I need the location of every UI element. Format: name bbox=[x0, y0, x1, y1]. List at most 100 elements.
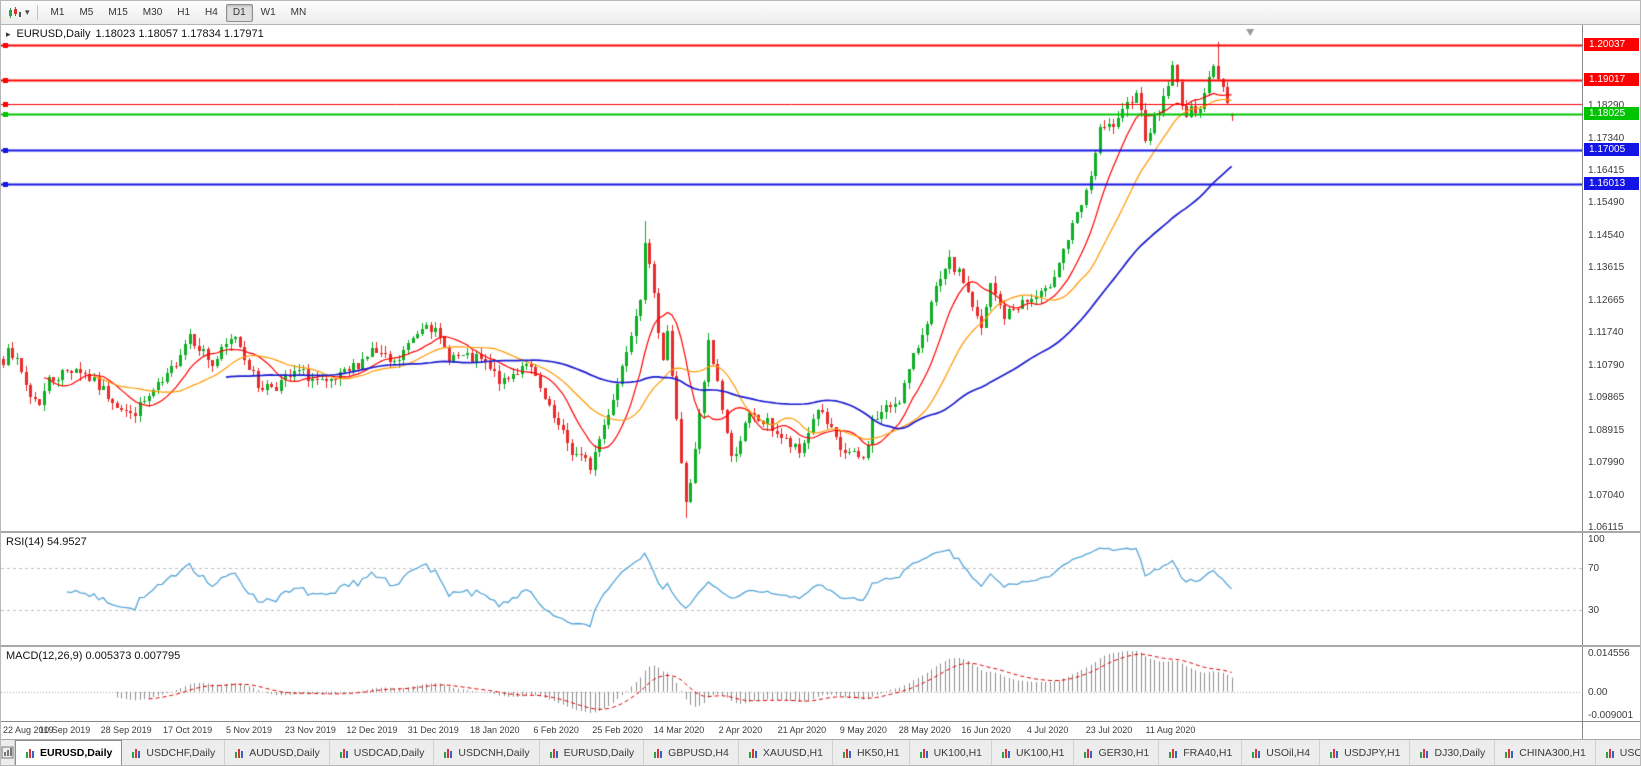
time-axis-label: 28 May 2020 bbox=[898, 725, 951, 735]
one-click-trading-toggle-icon[interactable]: ▸ bbox=[6, 28, 11, 39]
chart-list-icon[interactable] bbox=[1, 740, 15, 765]
main-chart-panel: ▸ EURUSD,Daily 1.18023 1.18057 1.17834 1… bbox=[1, 25, 1640, 531]
tab-chart-icon bbox=[25, 748, 35, 758]
chart-tab-gbpusd-h4[interactable]: GBPUSD,H4 bbox=[644, 740, 739, 765]
tab-chart-icon bbox=[1251, 747, 1262, 758]
tab-label: EURUSD,Daily bbox=[563, 746, 635, 759]
rsi-canvas[interactable] bbox=[1, 533, 1582, 645]
time-axis-label: 9 May 2020 bbox=[839, 725, 887, 735]
time-axis[interactable]: 22 Aug 2019 10 Sep 2019 28 Sep 2019 17 Oct … bbox=[1, 721, 1640, 739]
timeframe-buttons: M1 M5 M15 M30 H1 H4 D1 W1 MN bbox=[44, 3, 314, 22]
tab-chart-icon bbox=[653, 747, 664, 758]
timeframe-button-m30[interactable]: M30 bbox=[142, 6, 163, 18]
tab-label: EURUSD,Daily bbox=[40, 747, 113, 759]
time-axis-label: 18 Jan 2020 bbox=[469, 725, 520, 735]
chart-tab-usdcad-daily[interactable]: USDCAD,Daily bbox=[330, 740, 435, 765]
macd-axis-label: 0.00 bbox=[1588, 686, 1608, 698]
chart-tab-usoil-h4[interactable]: USOil,H4 bbox=[1242, 740, 1321, 765]
rsi-axis[interactable]: 100 70 30 bbox=[1582, 533, 1640, 645]
time-axis-label: 25 Feb 2020 bbox=[592, 725, 643, 735]
chart-tabs: EURUSD,Daily USDCHF,Daily AUDUSD,Daily USDC… bbox=[15, 740, 1640, 765]
chart-type-icon[interactable] bbox=[6, 4, 24, 22]
price-axis-label: 1.13615 bbox=[1588, 262, 1625, 274]
tab-label: UK100,H1 bbox=[1016, 746, 1065, 759]
macd-axis[interactable]: 0.014556 0.00 -0.009001 bbox=[1582, 647, 1640, 721]
chart-tab-usdjpy-h1[interactable]: USDJPY,H1 bbox=[1320, 740, 1411, 765]
chart-tab-china300-h1[interactable]: CHINA300,H1 bbox=[1495, 740, 1596, 765]
time-axis-label: 5 Nov 2019 bbox=[225, 725, 273, 735]
tab-chart-icon bbox=[1083, 747, 1094, 758]
macd-label: MACD(12,26,9) 0.005373 0.007795 bbox=[6, 650, 181, 662]
time-axis-label: 6 Feb 2020 bbox=[533, 725, 579, 735]
chart-tab-usdchf-daily[interactable]: USDCHF,Daily bbox=[122, 740, 226, 765]
toolbar-dropdown-caret-icon[interactable]: ▾ bbox=[25, 7, 30, 17]
tab-chart-icon bbox=[841, 747, 852, 758]
tab-chart-icon bbox=[131, 747, 142, 758]
price-level-badge: 1.18025 bbox=[1584, 107, 1639, 121]
chart-tab-hk50-h1[interactable]: HK50,H1 bbox=[833, 740, 910, 765]
tab-label: UK100,H1 bbox=[933, 746, 983, 759]
chart-tab-fra40-h1[interactable]: FRA40,H1 bbox=[1159, 740, 1243, 765]
tab-label: USDCNH,Daily bbox=[458, 746, 530, 759]
chart-symbol-label: EURUSD,Daily bbox=[16, 28, 91, 40]
tab-label: USDJPY,H1 bbox=[1344, 746, 1401, 759]
macd-axis-label: 0.014556 bbox=[1588, 648, 1630, 659]
time-axis-corner bbox=[1582, 722, 1640, 739]
tab-label: USOil,H1 bbox=[1619, 746, 1640, 759]
timeframe-button-m1[interactable]: M1 bbox=[50, 6, 65, 18]
tab-label: USOil,H4 bbox=[1266, 746, 1311, 759]
timeframe-button-h1[interactable]: H1 bbox=[177, 6, 191, 18]
price-axis-label: 1.12665 bbox=[1588, 295, 1625, 306]
price-level-badge: 1.16013 bbox=[1584, 176, 1639, 190]
tab-label: AUDUSD,Daily bbox=[249, 746, 320, 759]
macd-axis-label: -0.009001 bbox=[1588, 710, 1634, 721]
chart-tab-eurusd-daily[interactable]: EURUSD,Daily bbox=[15, 740, 123, 765]
rsi-axis-label: 30 bbox=[1588, 604, 1600, 616]
timeframe-button-d1[interactable]: D1 bbox=[225, 3, 253, 22]
toolbar: ▾ M1 M5 M15 M30 H1 H4 D1 W1 MN bbox=[1, 1, 1640, 25]
rsi-axis-label: 70 bbox=[1588, 563, 1600, 575]
tab-chart-icon bbox=[1329, 747, 1340, 758]
macd-canvas[interactable] bbox=[1, 647, 1582, 721]
timeframe-button-h4[interactable]: H4 bbox=[205, 6, 218, 18]
tab-chart-icon bbox=[548, 747, 559, 758]
time-axis-label: 22 Aug 2019 bbox=[3, 725, 54, 735]
price-level-badge: 1.19017 bbox=[1584, 72, 1639, 86]
chart-tab-usoil-h1[interactable]: USOil,H1 bbox=[1596, 740, 1640, 765]
chart-tab-uk100-h1[interactable]: UK100,H1 bbox=[992, 740, 1075, 765]
time-axis-label: 11 Aug 2020 bbox=[1145, 725, 1196, 735]
timeframe-button-w1[interactable]: W1 bbox=[260, 6, 276, 18]
tab-chart-icon bbox=[747, 747, 758, 758]
macd-panel: MACD(12,26,9) 0.005373 0.007795 0.014556… bbox=[1, 645, 1640, 721]
tab-chart-icon bbox=[443, 747, 454, 758]
timeframe-button-m15[interactable]: M15 bbox=[108, 6, 128, 18]
price-axis[interactable]: 1.18290 1.17340 1.16415 1.15490 1.14540 1.136… bbox=[1582, 25, 1640, 531]
time-axis-label: 17 Oct 2019 bbox=[163, 725, 213, 735]
timeframe-button-m5[interactable]: M5 bbox=[79, 6, 94, 18]
chart-list-glyph bbox=[1, 746, 14, 759]
timeframe-button-mn[interactable]: MN bbox=[290, 6, 307, 18]
price-level-badge: 1.17005 bbox=[1584, 142, 1639, 156]
price-axis-label: 1.10790 bbox=[1588, 359, 1625, 371]
chart-tab-ger30-h1[interactable]: GER30,H1 bbox=[1074, 740, 1160, 765]
price-axis-label: 1.18290 bbox=[1588, 100, 1625, 112]
chart-tab-dj30-daily[interactable]: DJ30,Daily bbox=[1410, 740, 1496, 765]
main-chart-canvas[interactable] bbox=[1, 25, 1582, 531]
price-axis-label: 1.06115 bbox=[1588, 522, 1624, 531]
chart-tab-uk100-h1[interactable]: UK100,H1 bbox=[910, 740, 993, 765]
chart-tab-eurusd-daily[interactable]: EURUSD,Daily bbox=[540, 740, 645, 765]
time-axis-label: 31 Dec 2019 bbox=[407, 725, 459, 735]
tab-label: CHINA300,H1 bbox=[1519, 746, 1586, 759]
chart-title: ▸ EURUSD,Daily 1.18023 1.18057 1.17834 1… bbox=[6, 28, 264, 40]
chart-tab-audusd-daily[interactable]: AUDUSD,Daily bbox=[225, 740, 330, 765]
chart-tab-usdcnh-daily[interactable]: USDCNH,Daily bbox=[434, 740, 540, 765]
price-axis-label: 1.08915 bbox=[1588, 424, 1625, 436]
tab-label: XAUUSD,H1 bbox=[762, 746, 823, 759]
tab-label: USDCAD,Daily bbox=[353, 746, 425, 759]
toolbar-separator bbox=[36, 5, 38, 20]
chart-tab-xauusd-h1[interactable]: XAUUSD,H1 bbox=[739, 740, 833, 765]
price-axis-label: 1.07040 bbox=[1588, 489, 1625, 501]
price-axis-label: 1.14540 bbox=[1588, 230, 1625, 242]
tab-chart-icon bbox=[1168, 747, 1179, 758]
